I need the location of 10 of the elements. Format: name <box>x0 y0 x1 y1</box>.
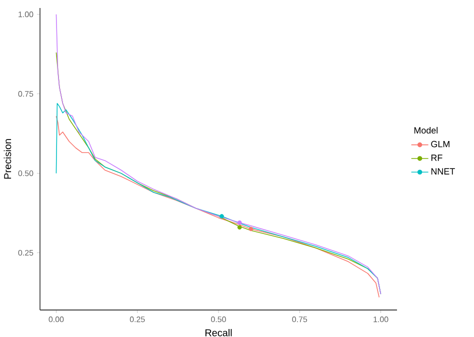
point <box>248 226 254 232</box>
legend-label: GLM <box>431 140 450 148</box>
point <box>220 214 224 218</box>
point <box>237 225 242 230</box>
legend-label: NNET <box>431 168 455 174</box>
point <box>237 220 242 225</box>
y-axis-title: Precision <box>4 139 12 179</box>
x-axis-title: Recall <box>205 328 232 336</box>
legend-label: RF <box>431 154 442 161</box>
legend-title: Model <box>414 126 438 134</box>
